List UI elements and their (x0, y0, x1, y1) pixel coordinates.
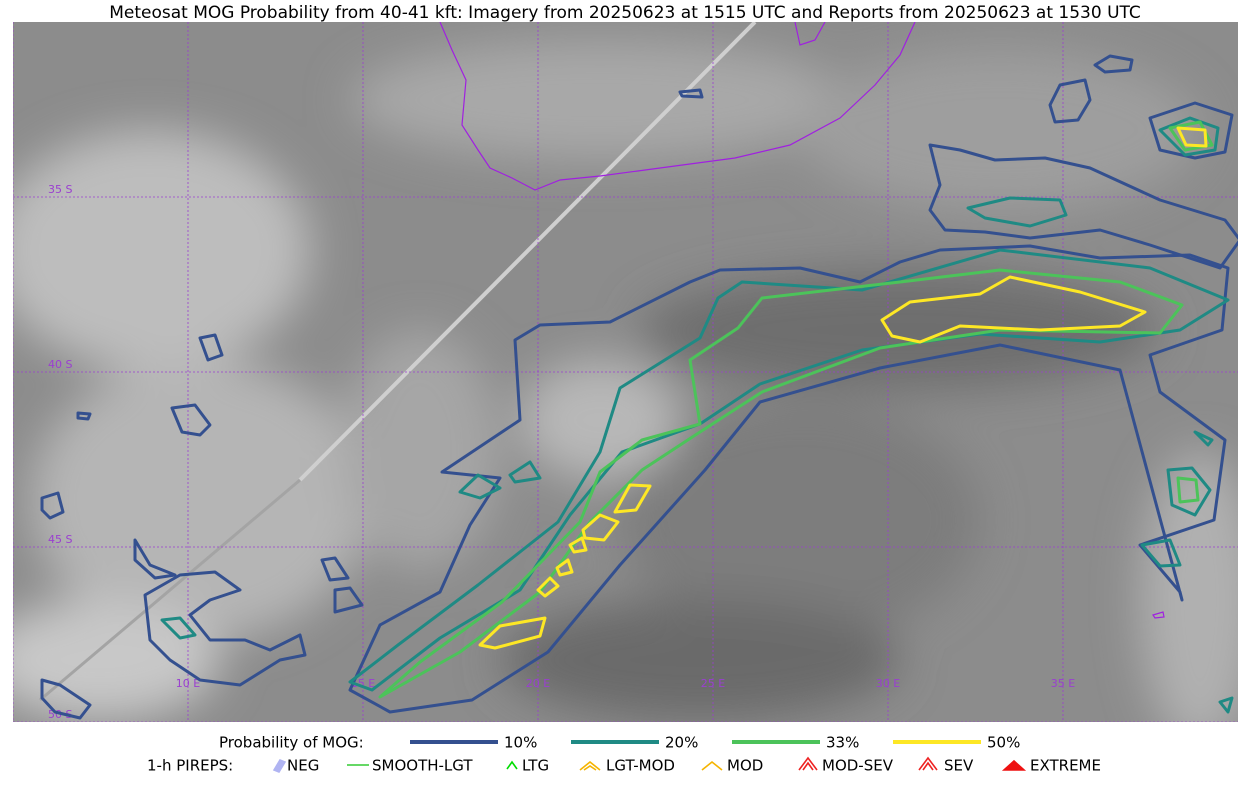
longitude-label: 5 E (0, 677, 13, 690)
coastline (1152, 611, 1165, 619)
contour (880, 275, 1147, 344)
contour (143, 570, 307, 687)
contour (508, 460, 542, 484)
legend-label: 10% (504, 734, 537, 752)
legend-label: EXTREME (1030, 757, 1101, 775)
legend-label: 33% (826, 734, 859, 752)
contour (1176, 476, 1200, 504)
contour (1093, 54, 1134, 74)
longitude-label: 15 E (351, 677, 375, 690)
coastline (439, 22, 916, 191)
contour (333, 586, 364, 614)
contrail (298, 22, 757, 482)
latitude-label: 35 S (48, 183, 72, 196)
contour (1048, 78, 1092, 124)
contour (555, 558, 574, 577)
latitude-label: 40 S (48, 358, 72, 371)
longitude-label: 20 E (526, 677, 550, 690)
contour (928, 143, 1238, 270)
pirep-icon (1001, 759, 1027, 771)
contour (40, 491, 65, 520)
contour (1168, 120, 1214, 152)
contour (348, 248, 1230, 692)
contour (40, 678, 92, 720)
contour (1158, 116, 1220, 157)
contour (1176, 126, 1208, 148)
contours (40, 54, 1238, 720)
contour (160, 616, 197, 640)
pirep-icon (798, 756, 818, 771)
contour (1140, 538, 1182, 568)
legend-label: 50% (987, 734, 1020, 752)
contour (613, 483, 652, 514)
contour (1218, 696, 1234, 714)
legend-label: 20% (665, 734, 698, 752)
contour (198, 333, 224, 362)
legend-label: MOD (727, 757, 763, 775)
map: 5 E10 E15 E20 E25 E30 E35 E35 S40 S45 S5… (0, 22, 1238, 722)
contour (966, 196, 1068, 228)
contour (568, 536, 588, 554)
contour (348, 244, 1230, 714)
legend-label: SEV (944, 757, 974, 775)
contour (478, 616, 547, 650)
contrail (39, 478, 301, 702)
legend-label: LGT-MOD (606, 757, 675, 775)
contour (678, 88, 704, 99)
contour (133, 538, 177, 580)
legend: Probability of MOG: 10% 20% 33% 50% 1-h PIREP… (147, 734, 1101, 775)
contour (1166, 466, 1212, 517)
contour (76, 411, 92, 421)
contour (170, 403, 212, 437)
graticule: 5 E10 E15 E20 E25 E30 E35 E35 S40 S45 S5… (0, 22, 1238, 722)
longitude-label: 35 E (1051, 677, 1075, 690)
longitude-label: 25 E (701, 677, 725, 690)
legend-label: LTG (522, 757, 549, 775)
pirep-icon (918, 756, 938, 771)
pirep-icon (579, 760, 601, 771)
pirep-icon (701, 760, 723, 771)
title: Meteosat MOG Probability from 40-41 kft:… (109, 3, 1141, 23)
latitude-label: 45 S (48, 533, 72, 546)
contour (536, 576, 560, 598)
contour (581, 513, 620, 542)
contour (320, 556, 350, 582)
contour (378, 268, 1184, 699)
pirep-icon (506, 760, 518, 770)
coastline (794, 22, 826, 46)
legend-label: SMOOTH-LGT (372, 757, 473, 775)
cloud-texture (13, 40, 1238, 722)
contour (1148, 101, 1234, 160)
contour (458, 473, 502, 500)
pirep-icon (272, 759, 287, 773)
legend-label: MOD-SEV (822, 757, 894, 775)
legend-label: NEG (287, 757, 319, 775)
longitude-label: 30 E (876, 677, 900, 690)
legend-title: Probability of MOG: (219, 734, 364, 752)
legend-title: 1-h PIREPS: (147, 757, 233, 775)
contour (1193, 430, 1214, 447)
longitude-label: 10 E (176, 677, 200, 690)
